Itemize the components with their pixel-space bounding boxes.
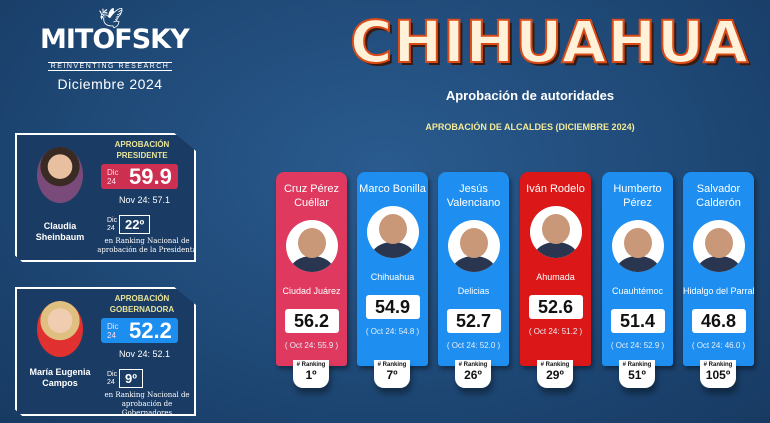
page-title: CHIHUAHUA xyxy=(349,7,750,77)
ranking-value: 7º xyxy=(386,368,398,382)
president-title: APROBACIÓN PRESIDENTE xyxy=(114,140,170,160)
mayor-prev: ( Oct 24: 52.9 ) xyxy=(610,341,665,350)
mayor-ranking-tab: # Ranking 51º xyxy=(619,360,655,388)
section-title: APROBACIÓN DE ALCALDES (DICIEMBRE 2024) xyxy=(425,122,635,132)
rank-value: 22º xyxy=(119,215,151,234)
mayor-score: 46.8 xyxy=(691,309,746,333)
ranking-label: # Ranking xyxy=(703,362,733,368)
mayor-name: Marco Bonilla xyxy=(359,183,426,195)
president-photo xyxy=(37,147,83,203)
mayor-photo xyxy=(692,220,745,272)
governor-prev: Nov 24: 52.1 xyxy=(118,349,171,359)
mayor-card: Salvador Calderón Hidalgo del Parral 46.… xyxy=(683,172,755,366)
mayor-prev: ( Oct 24: 55.9 ) xyxy=(284,341,339,350)
mayor-city: Cuauhtémoc xyxy=(611,286,664,296)
rank-value: 9º xyxy=(119,369,143,388)
page-subtitle: Aprobación de autoridades xyxy=(445,88,615,103)
mayor-card: Iván Rodelo Ahumada 52.6 ( Oct 24: 51.2 … xyxy=(520,172,591,366)
governor-title: APROBACIÓN GOBERNADORA xyxy=(109,294,175,314)
mayor-score: 52.6 xyxy=(528,295,583,319)
ranking-value: 26º xyxy=(464,368,482,382)
score-value: 52.2 xyxy=(129,317,172,343)
mayor-city: Ahumada xyxy=(536,272,575,282)
mayor-photo xyxy=(529,206,582,258)
report-date: Diciembre 2024 xyxy=(57,76,163,92)
mayor-photo xyxy=(285,220,338,272)
mayor-city: Chihuahua xyxy=(370,272,415,282)
mayor-score: 54.9 xyxy=(365,295,420,319)
governor-box: María Eugenia Campos APROBACIÓN GOBERNAD… xyxy=(15,287,196,416)
governor-score: Dic 24 52.2 xyxy=(101,318,178,343)
mayor-name: Jesús Valenciano xyxy=(446,183,501,209)
rank-period: Dic 24 xyxy=(107,370,118,386)
mayor-prev: ( Oct 24: 46.0 ) xyxy=(691,341,746,350)
ranking-label: # Ranking xyxy=(458,362,488,368)
governor-photo xyxy=(37,301,83,357)
mayor-prev: ( Oct 24: 51.2 ) xyxy=(528,327,583,336)
mayor-score: 51.4 xyxy=(610,309,665,333)
mayor-name: Iván Rodelo xyxy=(526,183,585,195)
mayor-city: Ciudad Juárez xyxy=(282,286,341,296)
mayor-card: Marco Bonilla Chihuahua 54.9 ( Oct 24: 5… xyxy=(357,172,428,366)
ranking-label: # Ranking xyxy=(540,362,570,368)
mayor-name: Humberto Pérez xyxy=(613,183,662,209)
president-rank-note: en Ranking Nacional de aprobación de la … xyxy=(97,237,197,254)
president-prev: Nov 24: 57.1 xyxy=(118,195,171,205)
governor-rank-note: en Ranking Nacional de aprobación de Gob… xyxy=(104,391,190,417)
mayor-ranking-tab: # Ranking 29º xyxy=(537,360,573,388)
governor-rank: Dic 24 9º xyxy=(107,369,143,388)
logo-brand: MITOFSKY xyxy=(40,24,190,55)
president-rank: Dic 24 22º xyxy=(107,215,151,234)
logo-tagline: REINVENTING RESEARCH xyxy=(47,62,173,71)
mayor-name: Salvador Calderón xyxy=(696,183,741,209)
mayor-ranking-tab: # Ranking 1º xyxy=(293,360,329,388)
mayor-photo xyxy=(611,220,664,272)
score-value: 59.9 xyxy=(129,163,172,189)
ranking-value: 51º xyxy=(628,368,646,382)
president-score: Dic 24 59.9 xyxy=(101,164,178,189)
mayor-card: Cruz Pérez Cuéllar Ciudad Juárez 56.2 ( … xyxy=(276,172,347,366)
bird-icon: 🕊 xyxy=(98,8,124,30)
mayor-photo xyxy=(366,206,419,258)
ranking-value: 29º xyxy=(546,368,564,382)
mayor-name: Cruz Pérez Cuéllar xyxy=(283,183,340,209)
mayor-prev: ( Oct 24: 52.0 ) xyxy=(446,341,501,350)
score-period: Dic 24 xyxy=(107,167,119,186)
rank-period: Dic 24 xyxy=(107,216,118,232)
mayor-ranking-tab: # Ranking 26º xyxy=(455,360,491,388)
mayor-photo xyxy=(447,220,500,272)
ranking-value: 105º xyxy=(705,368,731,382)
mayor-city: Delicias xyxy=(457,286,490,296)
ranking-value: 1º xyxy=(305,368,317,382)
president-box: Claudia Sheinbaum APROBACIÓN PRESIDENTE … xyxy=(15,133,196,262)
ranking-label: # Ranking xyxy=(296,362,326,368)
president-name: Claudia Sheinbaum xyxy=(35,221,85,242)
mayor-ranking-tab: # Ranking 105º xyxy=(700,360,736,388)
mayor-score: 52.7 xyxy=(446,309,501,333)
ranking-label: # Ranking xyxy=(377,362,407,368)
governor-name: María Eugenia Campos xyxy=(29,367,91,388)
mayor-ranking-tab: # Ranking 7º xyxy=(374,360,410,388)
mitofsky-logo: 🕊 MITOFSKY REINVENTING RESEARCH xyxy=(40,6,190,73)
mayor-city: Hidalgo del Parral xyxy=(683,286,755,296)
ranking-label: # Ranking xyxy=(622,362,652,368)
mayor-card: Humberto Pérez Cuauhtémoc 51.4 ( Oct 24:… xyxy=(602,172,673,366)
mayor-card: Jesús Valenciano Delicias 52.7 ( Oct 24:… xyxy=(438,172,509,366)
mayor-score: 56.2 xyxy=(284,309,339,333)
score-period: Dic 24 xyxy=(107,321,119,340)
mayor-prev: ( Oct 24: 54.8 ) xyxy=(365,327,420,336)
